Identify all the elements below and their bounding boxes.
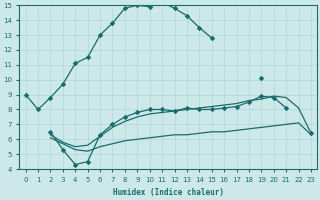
X-axis label: Humidex (Indice chaleur): Humidex (Indice chaleur) — [113, 188, 224, 197]
